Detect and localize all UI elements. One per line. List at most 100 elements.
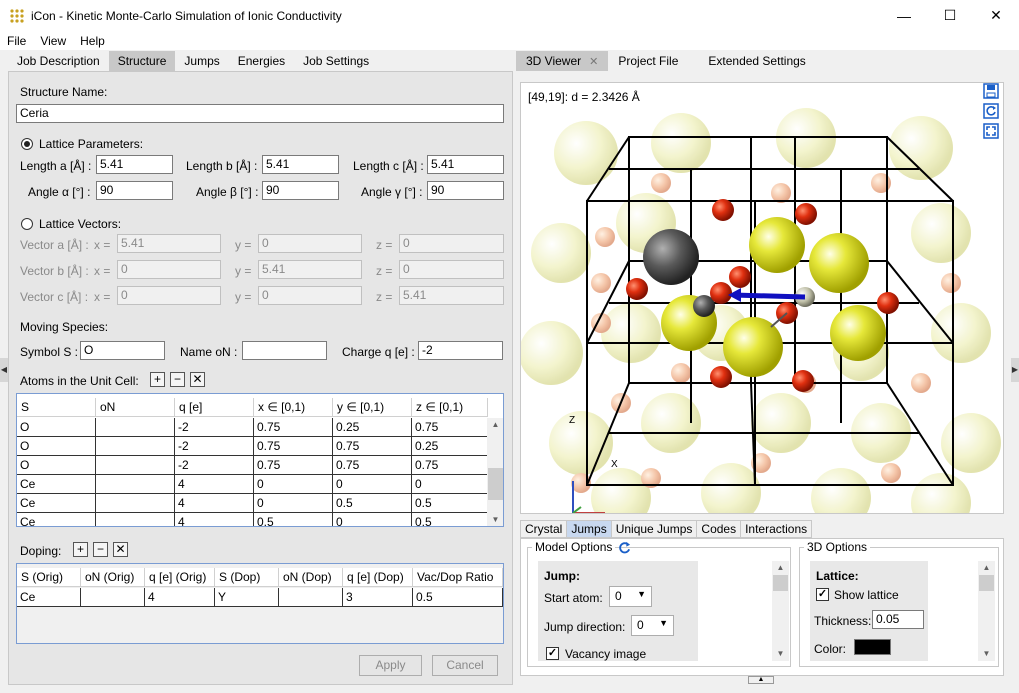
remove-atom-button[interactable]: − xyxy=(170,372,185,387)
tab-jumps-bottom[interactable]: Jumps xyxy=(566,520,611,538)
tab-unique-jumps[interactable]: Unique Jumps xyxy=(610,520,697,538)
vector-b-x-input[interactable]: 0 xyxy=(117,260,221,279)
tab-extended-settings[interactable]: Extended Settings xyxy=(708,54,806,68)
vector-b-y-input[interactable]: 5.41 xyxy=(258,260,362,279)
tab-job-description[interactable]: Job Description xyxy=(17,54,100,68)
scroll-thumb[interactable] xyxy=(488,468,503,500)
table-row[interactable]: O -2 0.75 0.75 0.75 xyxy=(17,456,488,475)
maximize-button[interactable]: ☐ xyxy=(943,7,957,23)
tab-crystal[interactable]: Crystal xyxy=(520,520,567,538)
cell[interactable]: 0.75 xyxy=(254,456,333,475)
tab-jumps[interactable]: Jumps xyxy=(184,54,220,68)
vector-a-y-input[interactable]: 0 xyxy=(258,234,362,253)
cell[interactable]: 0.5 xyxy=(254,513,333,526)
show-lattice-checkbox[interactable]: ✓ xyxy=(816,588,829,601)
cell[interactable]: O xyxy=(17,418,96,437)
cell[interactable] xyxy=(81,588,145,607)
cell[interactable]: -2 xyxy=(175,456,254,475)
scroll-up-icon[interactable]: ▲ xyxy=(776,563,785,572)
atoms-table-scrollbar[interactable]: ▲ ▼ xyxy=(487,418,503,526)
scroll-down-icon[interactable]: ▼ xyxy=(491,515,500,524)
cell[interactable]: 0.5 xyxy=(413,588,503,607)
col-header-s-dop[interactable]: S (Dop) xyxy=(215,568,279,587)
cell[interactable]: 0.75 xyxy=(333,437,412,456)
start-atom-select[interactable]: 0 ▼ xyxy=(609,586,652,607)
symbol-input[interactable]: O xyxy=(80,341,165,360)
cell[interactable] xyxy=(96,513,175,526)
cell[interactable]: 0.25 xyxy=(333,418,412,437)
apply-button[interactable]: Apply xyxy=(359,655,422,676)
clear-atoms-button[interactable]: ✕ xyxy=(190,372,205,387)
remove-doping-button[interactable]: − xyxy=(93,542,108,557)
cell[interactable]: 0.75 xyxy=(333,456,412,475)
col-header-s-orig[interactable]: S (Orig) xyxy=(17,568,81,587)
cell[interactable]: Ce xyxy=(17,513,96,526)
cell[interactable] xyxy=(96,456,175,475)
left-collapse-arrow-icon[interactable]: ◀ xyxy=(0,358,8,382)
menu-file[interactable]: File xyxy=(7,33,27,48)
cell[interactable] xyxy=(96,437,175,456)
cell[interactable]: O xyxy=(17,456,96,475)
vacancy-image-checkbox[interactable]: ✓ xyxy=(546,647,559,660)
cell[interactable] xyxy=(96,475,175,494)
angle-gamma-input[interactable]: 90 xyxy=(427,181,504,200)
cell[interactable]: 4 xyxy=(145,588,215,607)
vector-c-z-input[interactable]: 5.41 xyxy=(399,286,504,305)
structure-name-input[interactable]: Ceria xyxy=(16,104,504,123)
minimize-button[interactable]: — xyxy=(897,7,911,24)
cell[interactable]: 0.75 xyxy=(412,456,488,475)
angle-beta-input[interactable]: 90 xyxy=(262,181,339,200)
cell[interactable]: Y xyxy=(215,588,279,607)
add-doping-button[interactable]: + xyxy=(73,542,88,557)
thickness-input[interactable]: 0.05 xyxy=(872,610,924,629)
cell[interactable]: 0 xyxy=(333,475,412,494)
col-header-z[interactable]: z ∈ [0,1) xyxy=(412,398,488,417)
table-row[interactable]: Ce 4 0 0 0 xyxy=(17,475,488,494)
col-header-q-dop[interactable]: q [e] (Dop) xyxy=(343,568,413,587)
scroll-up-icon[interactable]: ▲ xyxy=(491,420,500,429)
scroll-thumb[interactable] xyxy=(979,575,994,591)
cell[interactable] xyxy=(96,418,175,437)
length-c-input[interactable]: 5.41 xyxy=(427,155,504,174)
3d-options-scrollbar[interactable]: ▲ ▼ xyxy=(978,561,995,661)
add-atom-button[interactable]: + xyxy=(150,372,165,387)
cell[interactable]: O xyxy=(17,437,96,456)
table-row[interactable]: O -2 0.75 0.25 0.75 xyxy=(17,418,488,437)
right-collapse-arrow-icon[interactable]: ▶ xyxy=(1011,358,1019,382)
scroll-thumb[interactable] xyxy=(773,575,788,591)
jump-direction-select[interactable]: 0 ▼ xyxy=(631,615,674,636)
lattice-parameters-radio[interactable] xyxy=(21,138,33,150)
cell[interactable]: 4 xyxy=(175,475,254,494)
cell[interactable]: 4 xyxy=(175,494,254,513)
cell[interactable]: 0.75 xyxy=(412,418,488,437)
table-row[interactable]: O -2 0.75 0.75 0.25 xyxy=(17,437,488,456)
cell[interactable]: 0.75 xyxy=(254,418,333,437)
scroll-down-icon[interactable]: ▼ xyxy=(982,649,991,658)
vector-a-x-input[interactable]: 5.41 xyxy=(117,234,221,253)
col-header-on[interactable]: oN xyxy=(96,398,175,417)
col-header-x[interactable]: x ∈ [0,1) xyxy=(254,398,333,417)
tab-3d-viewer[interactable]: 3D Viewer ✕ xyxy=(516,51,609,71)
angle-alpha-input[interactable]: 90 xyxy=(96,181,173,200)
col-header-on-dop[interactable]: oN (Dop) xyxy=(279,568,343,587)
cell[interactable]: 0 xyxy=(412,475,488,494)
close-tab-icon[interactable]: ✕ xyxy=(589,55,599,68)
cell[interactable]: 0 xyxy=(333,513,412,526)
col-header-q-orig[interactable]: q [e] (Orig) xyxy=(145,568,215,587)
save-icon[interactable] xyxy=(983,83,999,99)
cancel-button[interactable]: Cancel xyxy=(432,655,498,676)
cell[interactable]: 0.75 xyxy=(254,437,333,456)
cell[interactable] xyxy=(96,494,175,513)
vector-b-z-input[interactable]: 0 xyxy=(399,260,504,279)
collapse-bottom-icon[interactable]: ▲ xyxy=(748,676,774,684)
cell[interactable]: -2 xyxy=(175,418,254,437)
fullscreen-icon[interactable] xyxy=(983,123,999,139)
refresh-icon[interactable] xyxy=(618,541,631,554)
3d-viewer[interactable]: [49,19]: d = 2.3426 Å Z X xyxy=(520,82,1004,514)
model-options-scrollbar[interactable]: ▲ ▼ xyxy=(772,561,789,661)
cell[interactable]: 0 xyxy=(254,475,333,494)
col-header-q[interactable]: q [e] xyxy=(175,398,254,417)
cell[interactable]: Ce xyxy=(17,588,81,607)
cell[interactable]: 0.5 xyxy=(412,494,488,513)
cell[interactable]: 3 xyxy=(343,588,413,607)
